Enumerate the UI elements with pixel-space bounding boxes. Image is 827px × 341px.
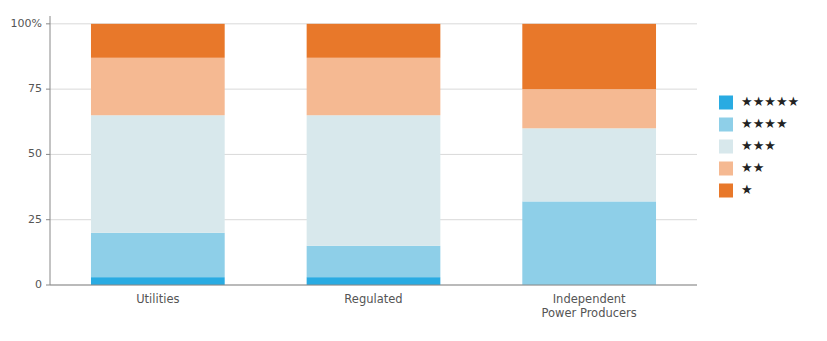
legend-swatch [719, 140, 733, 154]
y-tick [46, 23, 50, 24]
y-axis-line [50, 16, 51, 285]
bar [522, 24, 656, 89]
bars [91, 24, 656, 285]
bar [91, 115, 225, 233]
series [91, 277, 440, 285]
bar [91, 277, 225, 285]
bar [307, 58, 441, 115]
y-tick [46, 89, 50, 90]
legend-label: ★★ [741, 160, 764, 175]
bar [522, 128, 656, 201]
x-tick-label: Regulated [344, 292, 402, 306]
chart-svg: 0 25 50 75 100% Utilities Regulated Independent… [0, 0, 827, 341]
page: {"chart_data": { "type": "bar", "stacked… [0, 0, 827, 341]
y-tick [46, 154, 50, 155]
y-tick-label: 25 [28, 213, 42, 226]
x-tick-label: IndependentPower Producers [541, 292, 636, 320]
x-tick-label: Utilities [136, 292, 179, 306]
series [91, 24, 656, 89]
legend: ★★★★★★★★★★★★★★★ [719, 94, 799, 198]
bar [307, 115, 441, 246]
chart-container: 0 25 50 75 100% Utilities Regulated Independent… [0, 0, 827, 341]
bar [522, 89, 656, 128]
legend-swatch [719, 184, 733, 198]
bar [307, 277, 441, 285]
bar [307, 24, 441, 58]
legend-swatch [719, 96, 733, 110]
bar [522, 201, 656, 285]
y-tick-label: 50 [28, 147, 42, 160]
x-axis: Utilities Regulated IndependentPower Produ… [50, 285, 697, 320]
y-tick-label: 100% [11, 17, 42, 30]
grid [50, 24, 697, 285]
bar [307, 246, 441, 277]
legend-label: ★★★★ [741, 116, 788, 131]
bar [91, 24, 225, 58]
legend-label: ★ [741, 182, 753, 197]
legend-swatch [719, 162, 733, 176]
y-tick-label: 0 [35, 278, 42, 291]
x-axis-line [50, 285, 697, 286]
y-tick-label: 75 [28, 82, 42, 95]
y-tick [46, 219, 50, 220]
legend-label: ★★★ [741, 138, 776, 153]
bar [91, 233, 225, 277]
bar [91, 58, 225, 115]
grid-line [50, 285, 697, 286]
legend-label: ★★★★★ [741, 94, 799, 109]
series [91, 115, 656, 246]
legend-swatch [719, 118, 733, 132]
y-axis: 0 25 50 75 100% [11, 16, 50, 291]
y-tick [46, 285, 50, 286]
